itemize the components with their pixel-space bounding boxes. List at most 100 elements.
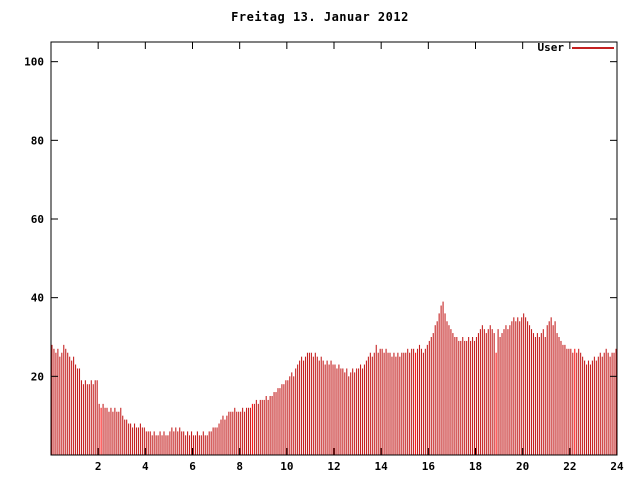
bar	[204, 435, 206, 455]
bar	[578, 348, 580, 455]
bar	[426, 344, 428, 455]
bar	[126, 419, 128, 455]
bar	[428, 340, 430, 455]
bar	[310, 352, 312, 455]
bar	[391, 356, 393, 455]
bar	[562, 344, 564, 455]
bar	[104, 407, 106, 455]
bar	[338, 364, 340, 455]
bar	[489, 325, 491, 455]
bar	[468, 337, 470, 455]
bar	[344, 372, 346, 455]
bar	[90, 380, 92, 455]
bar	[155, 435, 157, 455]
bar	[540, 333, 542, 455]
bar	[171, 427, 173, 455]
bar	[422, 352, 424, 455]
bar	[446, 321, 448, 455]
bar	[304, 356, 307, 455]
bar-highlight	[574, 348, 576, 455]
bar	[550, 317, 552, 455]
bar	[293, 376, 295, 455]
bar	[322, 360, 324, 455]
bar	[548, 321, 550, 455]
x-tick-label: 24	[610, 460, 624, 473]
bar	[110, 407, 112, 455]
x-tick-label: 22	[563, 460, 576, 473]
bar	[346, 368, 348, 455]
bar	[285, 380, 287, 455]
bar	[503, 329, 505, 455]
bar	[383, 352, 385, 455]
bar	[542, 329, 544, 455]
bar	[544, 337, 546, 455]
bar-highlight	[415, 352, 417, 455]
bar	[78, 368, 81, 455]
bar	[330, 360, 332, 455]
bar	[198, 435, 200, 455]
bar	[365, 360, 367, 455]
bar	[438, 313, 440, 455]
bar	[244, 411, 246, 455]
bar	[397, 352, 399, 455]
bar	[434, 325, 436, 455]
bar	[593, 356, 595, 455]
bar	[208, 431, 210, 455]
bar	[106, 407, 108, 455]
bar	[51, 344, 53, 455]
bar	[418, 344, 421, 455]
bar	[177, 431, 179, 455]
bar	[589, 364, 592, 455]
bar	[130, 423, 132, 455]
bar	[523, 313, 525, 455]
bar	[570, 348, 572, 455]
bar	[192, 435, 195, 455]
bar	[145, 431, 147, 455]
plot-border	[50, 41, 618, 456]
x-tick-label: 10	[280, 460, 293, 473]
bar	[501, 333, 503, 455]
bar	[416, 348, 419, 455]
bar	[607, 352, 609, 455]
bar	[312, 356, 314, 455]
bar	[452, 333, 454, 455]
bar	[275, 392, 277, 455]
x-tick-label: 20	[516, 460, 529, 473]
bar	[472, 337, 474, 455]
bar	[157, 435, 159, 455]
bar	[59, 356, 61, 455]
bar	[163, 431, 165, 455]
bar	[385, 348, 387, 455]
bar	[206, 435, 208, 455]
bar	[454, 337, 456, 455]
bar	[513, 317, 515, 455]
bar	[175, 427, 177, 455]
bar	[552, 325, 554, 455]
bar	[120, 407, 122, 455]
bar	[214, 427, 216, 455]
bar-highlight	[100, 407, 102, 455]
bar	[224, 419, 226, 455]
bar	[279, 388, 281, 455]
bar	[303, 360, 305, 455]
bar	[149, 431, 151, 455]
x-tick-label: 18	[469, 460, 482, 473]
bar	[269, 396, 271, 455]
bar	[399, 356, 401, 455]
bar	[507, 329, 509, 455]
bar	[334, 364, 336, 455]
bar	[403, 352, 405, 455]
bar	[196, 431, 198, 455]
bar	[253, 403, 255, 455]
bar	[316, 356, 318, 455]
bar	[599, 352, 601, 455]
bar	[281, 384, 283, 455]
y-tick-label: 20	[31, 370, 44, 383]
bar	[515, 321, 517, 455]
bar	[232, 411, 234, 455]
bar	[367, 356, 369, 455]
bar	[289, 376, 291, 455]
bar	[318, 360, 320, 455]
chart-title: Freitag 13. Januar 2012	[231, 10, 409, 24]
bar	[267, 399, 269, 455]
